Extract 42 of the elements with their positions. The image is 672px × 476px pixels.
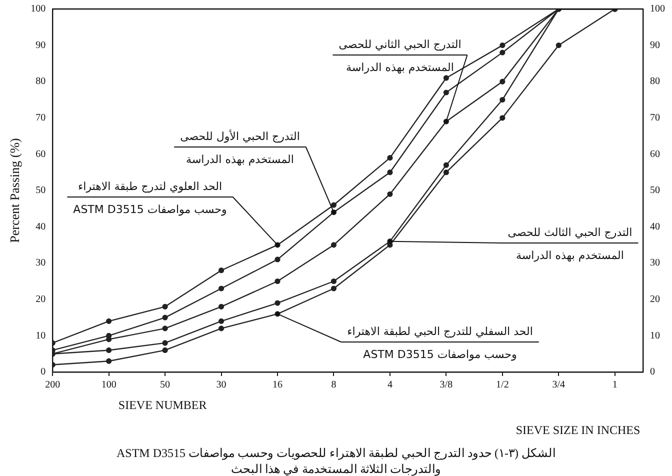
text: SIEVE SIZE IN INCHES <box>516 423 640 438</box>
y-tick-label: 40 <box>36 221 46 232</box>
x-tick-label: 1 <box>612 380 618 391</box>
x-tick-label: 30 <box>216 380 226 391</box>
y-tick-label: 70 <box>36 112 46 124</box>
y-tick-label: 20 <box>36 294 46 306</box>
y2-tick-label: 40 <box>650 221 660 232</box>
y-tick-label: 30 <box>36 258 46 269</box>
text: الشكل (٣-١) حدود التدرج الحبي لطبقة الاهتراء للحصويات وحسب مواصفات ASTM D3515 والتدرجات الثلاثة المستخدمة في هذا البحث <box>116 446 556 476</box>
y2-tick-label: 100 <box>650 4 665 15</box>
annotation: التدرج الحبي الثاني للحصى المستخدم بهذه الدراسة <box>338 38 462 74</box>
y-tick-label: 100 <box>30 4 46 15</box>
y-tick-label: 50 <box>36 185 46 196</box>
y2-tick-label: 80 <box>650 76 660 88</box>
x-tick-label: 3/8 <box>440 380 453 391</box>
x-tick-label: 8 <box>331 380 336 391</box>
y-axis-title: Percent Passing (%) <box>7 138 22 243</box>
annotation: الحد العلوي لتدرج طبقة الاهتراء وحسب مواصفات ASTM D3515 <box>73 180 227 216</box>
annotation: التدرج الحبي الأول للحصى المستخدم بهذه الدراسة <box>180 129 300 166</box>
y2-tick-label: 30 <box>650 258 660 269</box>
y2-tick-label: 70 <box>650 112 660 124</box>
x-tick-label: 16 <box>272 380 283 391</box>
y2-tick-label: 10 <box>650 330 660 342</box>
annotation: التدرج الحبي الثالث للحصى المستخدم بهذه الدراسة <box>508 226 632 262</box>
y2-tick-label: 90 <box>650 40 660 51</box>
x-tick-label: 1/2 <box>496 380 509 391</box>
y2-tick-label: 50 <box>650 185 660 196</box>
y-tick-label: 0 <box>40 366 46 378</box>
y2-tick-label: 0 <box>650 366 655 378</box>
y2-tick-label: 20 <box>650 294 660 306</box>
x-tick-label: 3/4 <box>552 380 566 391</box>
x-tick-label: 50 <box>160 380 170 391</box>
x-tick-label: 200 <box>45 380 60 391</box>
x-tick-label: 100 <box>101 380 116 391</box>
y-tick-label: 60 <box>36 148 46 160</box>
x-axis-title: SIEVE NUMBER <box>118 398 207 412</box>
y-tick-label: 10 <box>36 330 46 342</box>
annotation: الحد السفلي للتدرج الحبي لطبقة الاهتراء وحسب مواصفات ASTM D3515 <box>347 325 533 361</box>
y-tick-label: 90 <box>36 40 46 51</box>
y2-tick-label: 60 <box>650 148 660 160</box>
x-tick-label: 4 <box>387 380 392 391</box>
y-tick-label: 80 <box>36 76 46 88</box>
